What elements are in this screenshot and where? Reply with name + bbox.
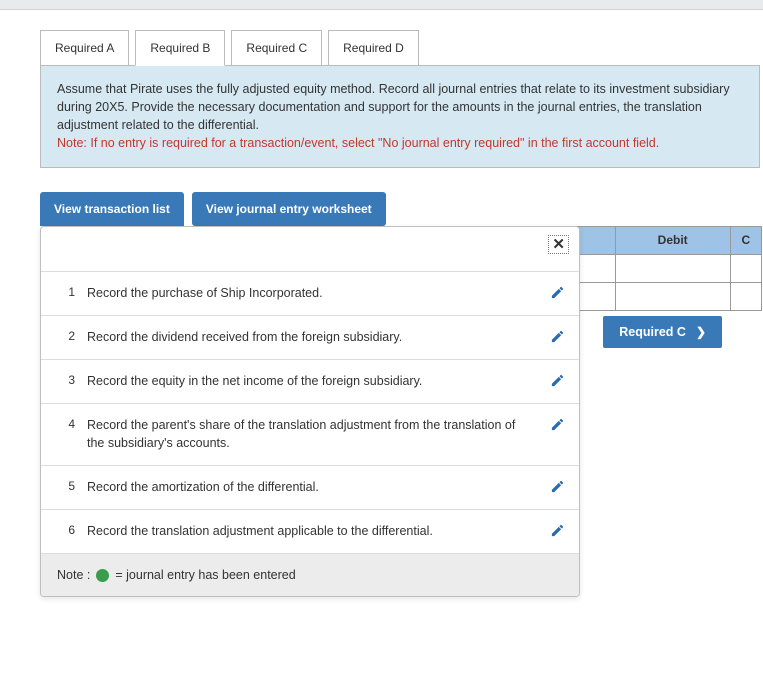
popover-footer: Note : = journal entry has been entered — [41, 553, 579, 596]
transaction-row[interactable]: 5 Record the amortization of the differe… — [41, 465, 579, 509]
entered-dot-icon — [96, 569, 109, 582]
view-transaction-list-button[interactable]: View transaction list — [40, 192, 184, 226]
tx-number: 2 — [59, 328, 75, 343]
instruction-body: Assume that Pirate uses the fully adjust… — [57, 82, 730, 132]
close-icon[interactable]: ✕ — [548, 235, 569, 254]
tx-description: Record the purchase of Ship Incorporated… — [87, 284, 538, 303]
tab-required-a[interactable]: Required A — [40, 30, 129, 66]
requirement-tabs: Required A Required B Required C Require… — [40, 30, 763, 66]
view-buttons-row: View transaction list View journal entry… — [40, 192, 763, 226]
tab-required-d[interactable]: Required D — [328, 30, 419, 66]
main-container: Required A Required B Required C Require… — [0, 10, 763, 597]
edit-icon[interactable] — [550, 284, 565, 303]
col-credit-partial: C — [730, 226, 761, 254]
top-divider — [0, 0, 763, 10]
note-label: Note : — [57, 568, 90, 582]
edit-icon[interactable] — [550, 416, 565, 435]
transaction-row[interactable]: 4 Record the parent's share of the trans… — [41, 403, 579, 466]
edit-icon[interactable] — [550, 522, 565, 541]
chevron-right-icon: ❯ — [696, 325, 706, 339]
transaction-row[interactable]: 2 Record the dividend received from the … — [41, 315, 579, 359]
edit-icon[interactable] — [550, 478, 565, 497]
tx-number: 1 — [59, 284, 75, 299]
transaction-row[interactable]: 1 Record the purchase of Ship Incorporat… — [41, 271, 579, 315]
edit-icon[interactable] — [550, 372, 565, 391]
tx-description: Record the translation adjustment applic… — [87, 522, 538, 541]
tx-description: Record the parent's share of the transla… — [87, 416, 538, 454]
view-journal-worksheet-button[interactable]: View journal entry worksheet — [192, 192, 386, 226]
tx-description: Record the dividend received from the fo… — [87, 328, 538, 347]
transaction-row[interactable]: 6 Record the translation adjustment appl… — [41, 509, 579, 553]
transaction-row[interactable]: 3 Record the equity in the net income of… — [41, 359, 579, 403]
tx-number: 5 — [59, 478, 75, 493]
required-c-next-button[interactable]: Required C ❯ — [603, 316, 722, 348]
transaction-list-popover: ✕ 1 Record the purchase of Ship Incorpor… — [40, 226, 580, 598]
tab-required-c[interactable]: Required C — [231, 30, 322, 66]
required-c-label: Required C — [619, 325, 686, 339]
instruction-panel: Assume that Pirate uses the fully adjust… — [40, 65, 760, 168]
tx-number: 4 — [59, 416, 75, 431]
tx-number: 6 — [59, 522, 75, 537]
tx-description: Record the amortization of the different… — [87, 478, 538, 497]
tx-description: Record the equity in the net income of t… — [87, 372, 538, 391]
legend-text: = journal entry has been entered — [115, 568, 295, 582]
tab-required-b[interactable]: Required B — [135, 30, 225, 66]
col-debit: Debit — [615, 226, 730, 254]
journal-table-partial: Debit C — [552, 226, 762, 311]
instruction-note: Note: If no entry is required for a tran… — [57, 136, 659, 150]
work-area: Debit C Required C ❯ ✕ 1 Record the purc… — [40, 226, 760, 598]
transaction-list: 1 Record the purchase of Ship Incorporat… — [41, 271, 579, 554]
edit-icon[interactable] — [550, 328, 565, 347]
tx-number: 3 — [59, 372, 75, 387]
